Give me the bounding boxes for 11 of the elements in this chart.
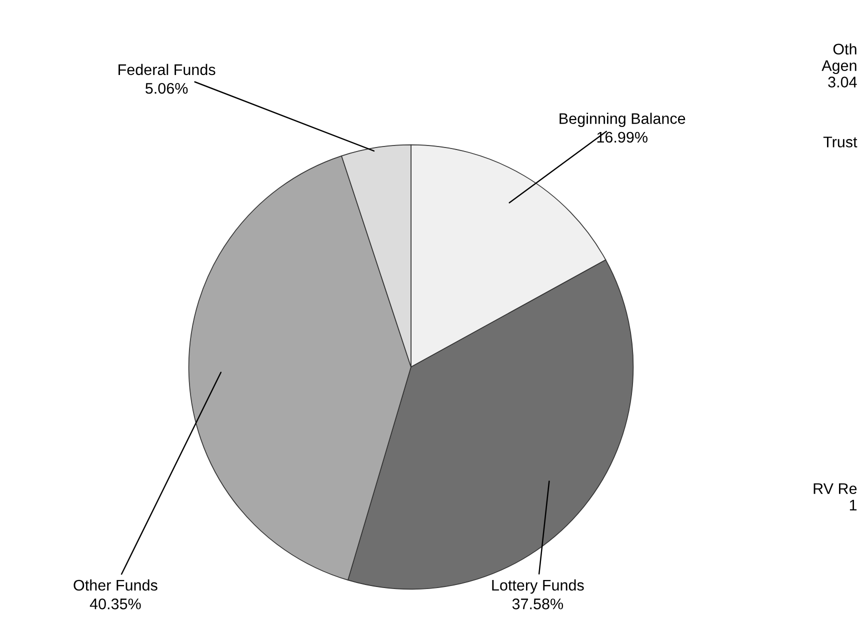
text: Trust (823, 136, 858, 148)
data-label: 16.99% (597, 132, 648, 143)
text: Oth Agen 3.04 (822, 43, 857, 88)
slice-label: Beginning Balance (560, 112, 686, 127)
text: RV Re 1 (814, 483, 857, 510)
slice-label: Other Funds (74, 579, 158, 591)
slice-label: Lottery Funds (492, 579, 584, 594)
slice-label: Federal Funds (118, 64, 216, 76)
data-label: 40.35% (90, 598, 141, 610)
data-label: 5.06% (146, 82, 188, 94)
data-label: 37.58% (512, 598, 564, 610)
